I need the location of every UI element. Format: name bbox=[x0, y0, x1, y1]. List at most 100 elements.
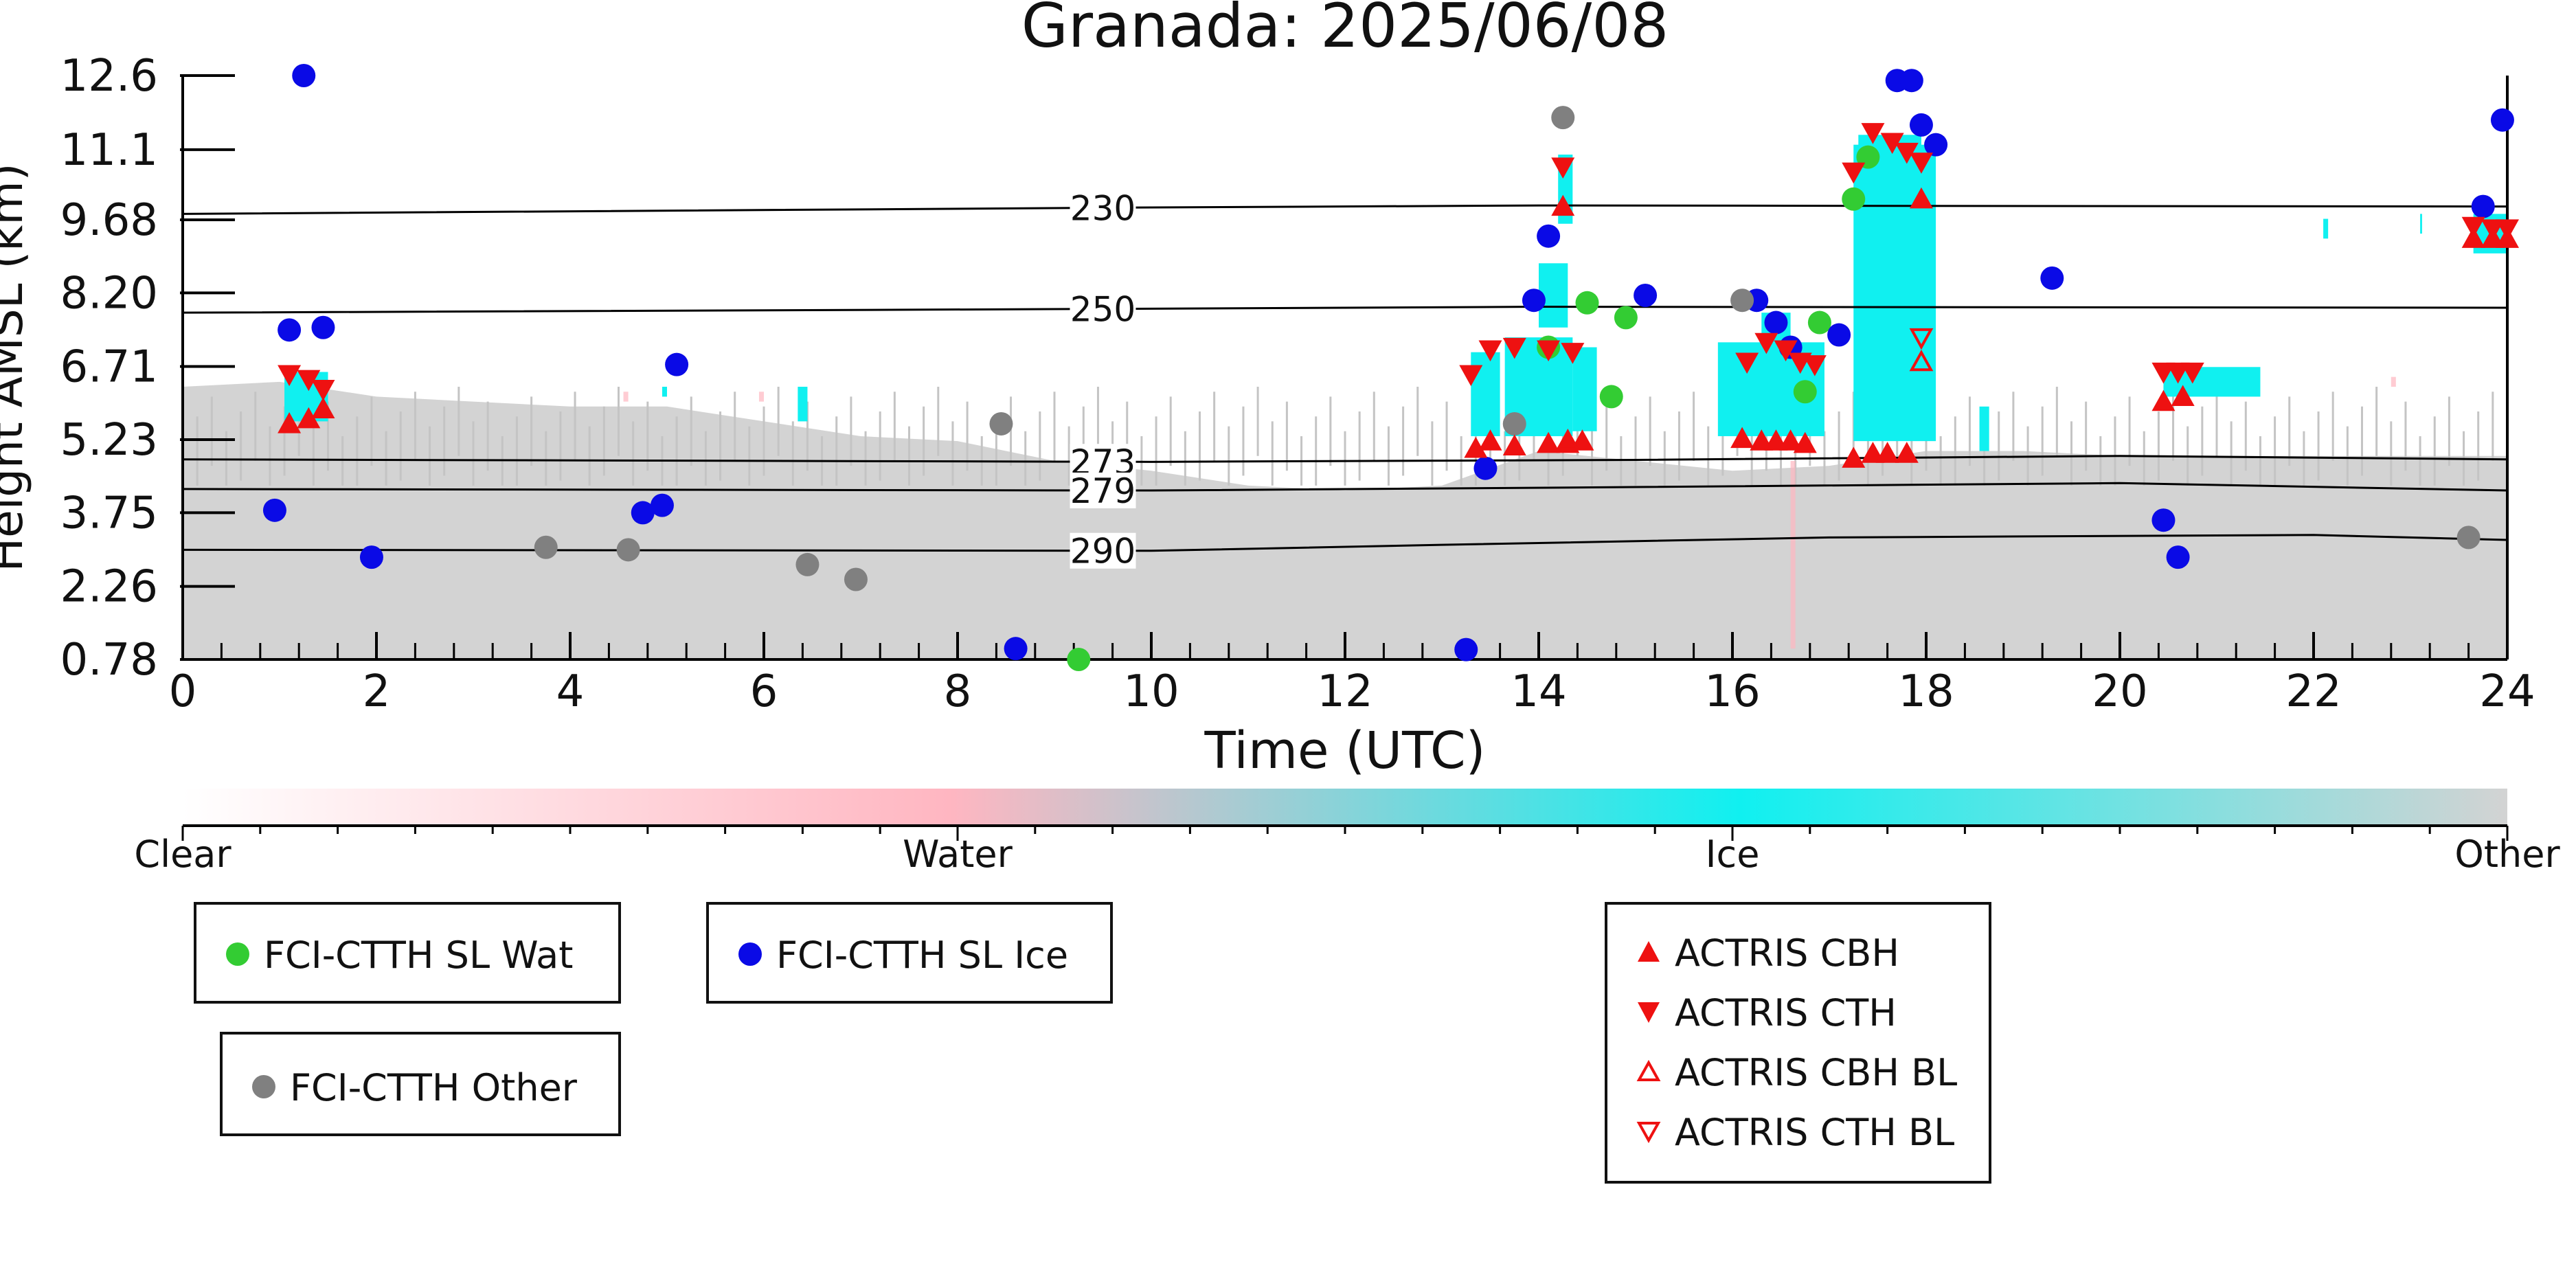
isotherm-label: 230 bbox=[1070, 188, 1136, 228]
y-tick-label: 11.1 bbox=[60, 125, 159, 176]
data-point bbox=[278, 411, 302, 433]
data-point bbox=[1735, 352, 1759, 374]
data-point bbox=[1842, 447, 1866, 468]
x-tick-label: 24 bbox=[2479, 666, 2535, 717]
data-point bbox=[1793, 431, 1817, 453]
data-point bbox=[1537, 224, 1561, 248]
data-point bbox=[1502, 337, 1526, 359]
data-point bbox=[2456, 526, 2481, 550]
data-point bbox=[1909, 152, 1933, 174]
data-point bbox=[1522, 289, 1546, 313]
colorbar: Clear Water Ice Other bbox=[134, 789, 2560, 876]
y-tick-label: 9.68 bbox=[60, 195, 159, 246]
y-tick-label: 0.78 bbox=[60, 635, 159, 686]
data-point bbox=[1875, 442, 1899, 463]
data-point bbox=[311, 315, 335, 339]
water-phase-patch bbox=[1790, 460, 1796, 649]
legend-item-sl-wat: FCI-CTTH SL Wat bbox=[224, 929, 573, 978]
data-point bbox=[2461, 216, 2485, 238]
data-point bbox=[616, 538, 640, 562]
open-triangle-up-icon bbox=[1635, 1049, 1662, 1097]
data-point bbox=[2151, 389, 2176, 411]
isotherm-line bbox=[182, 482, 2508, 492]
data-point bbox=[650, 493, 674, 517]
legend-item-cbh-bl: ACTRIS CBH BL bbox=[1635, 1047, 1957, 1095]
water-phase-patch bbox=[758, 392, 764, 402]
x-axis-label: Time (UTC) bbox=[1204, 721, 1485, 780]
data-point bbox=[297, 407, 321, 429]
x-tick-label: 18 bbox=[1898, 666, 1954, 717]
data-point bbox=[631, 501, 655, 525]
data-point bbox=[1827, 323, 1851, 347]
isotherm-line bbox=[182, 204, 2508, 215]
x-tick-label: 8 bbox=[944, 666, 972, 717]
data-point bbox=[2171, 385, 2195, 407]
data-point bbox=[1599, 385, 1623, 409]
phase-background bbox=[183, 135, 2507, 659]
data-point bbox=[278, 365, 302, 387]
water-phase-patch bbox=[623, 392, 629, 402]
water-phase-patch bbox=[2391, 376, 2396, 387]
data-point bbox=[1807, 310, 1831, 335]
ice-phase-cloud bbox=[1572, 347, 1597, 431]
legend-item-cth-bl: ACTRIS CTH BL bbox=[1635, 1107, 1954, 1155]
isotherm-line bbox=[182, 534, 2508, 552]
x-tick-label: 4 bbox=[556, 666, 585, 717]
data-point bbox=[297, 370, 321, 392]
data-point bbox=[1764, 310, 1788, 335]
ice-phase-cloud bbox=[798, 387, 808, 422]
data-point bbox=[1842, 187, 1866, 211]
data-point bbox=[1454, 637, 1478, 662]
y-tick-label: 5.23 bbox=[60, 415, 159, 466]
legend-box-water: FCI-CTTH SL Wat bbox=[194, 902, 621, 1004]
data-point bbox=[278, 318, 302, 342]
data-point bbox=[1899, 69, 1923, 93]
green-circle-icon bbox=[224, 931, 251, 980]
x-tick-label: 14 bbox=[1511, 666, 1566, 717]
legend-label: FCI-CTTH Other bbox=[290, 1066, 577, 1110]
x-tick-label: 12 bbox=[1317, 666, 1372, 717]
data-point bbox=[1880, 133, 1904, 155]
data-point bbox=[989, 411, 1013, 436]
isotherm-label-bg bbox=[1070, 532, 1136, 569]
data-point bbox=[844, 567, 868, 591]
data-point bbox=[359, 545, 383, 569]
legend-label: ACTRIS CTH bbox=[1675, 991, 1897, 1035]
y-tick-label: 3.75 bbox=[60, 488, 159, 539]
data-point bbox=[262, 498, 286, 522]
data-point bbox=[1842, 162, 1866, 184]
data-point bbox=[1803, 355, 1827, 376]
isotherm-label-bg bbox=[1070, 190, 1136, 226]
x-tick-label: 6 bbox=[750, 666, 778, 717]
data-point bbox=[1537, 340, 1561, 362]
filled-triangle-up-icon bbox=[1635, 929, 1662, 978]
data-point bbox=[1551, 106, 1575, 130]
isotherm-line bbox=[182, 306, 2508, 314]
data-point bbox=[2180, 362, 2204, 384]
colorbar-bar bbox=[183, 789, 2507, 826]
data-point bbox=[2151, 508, 2176, 532]
data-point bbox=[1551, 157, 1575, 179]
y-tick-label: 2.26 bbox=[60, 562, 159, 613]
data-point bbox=[1459, 365, 1483, 387]
x-tick-label: 2 bbox=[363, 666, 391, 717]
data-point bbox=[1570, 429, 1594, 451]
data-point bbox=[1730, 427, 1754, 449]
data-point bbox=[2166, 545, 2190, 569]
legend-box-other: FCI-CTTH Other bbox=[220, 1032, 621, 1136]
legend-label: ACTRIS CBH bbox=[1675, 931, 1899, 975]
data-point bbox=[1774, 340, 1798, 362]
data-point bbox=[1924, 133, 1948, 157]
data-point bbox=[311, 397, 335, 419]
isotherm-label: 290 bbox=[1070, 532, 1136, 572]
filled-triangle-down-icon bbox=[1635, 989, 1662, 1037]
data-point bbox=[311, 380, 335, 401]
ice-phase-cloud bbox=[662, 387, 667, 397]
y-tick-label: 6.71 bbox=[60, 342, 159, 393]
data-point bbox=[1502, 411, 1526, 436]
axes: 0 2 4 6 8 10 12 14 16 18 20 22 240.782.263.755.236.7… bbox=[60, 51, 2535, 717]
data-point bbox=[2496, 219, 2519, 240]
isotherm-label: 250 bbox=[1070, 290, 1136, 330]
